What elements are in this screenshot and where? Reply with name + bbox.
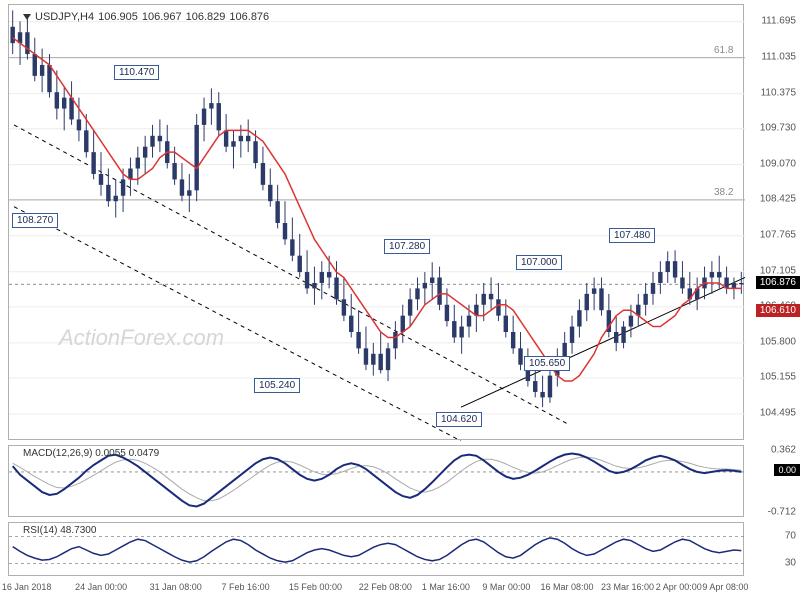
fib-label: 61.8 <box>714 45 733 56</box>
ohlc-l: 106.829 <box>186 11 226 23</box>
macd-yaxis: 0.3620.00-0.712 <box>744 445 800 517</box>
rsi-title: RSI(14) 48.7300 <box>23 525 96 536</box>
macd-title: MACD(12,26,9) 0.0055 0.0479 <box>23 448 159 459</box>
macd-current-tag: 0.00 <box>774 464 800 476</box>
x-tick: 7 Feb 16:00 <box>222 582 270 592</box>
fib-label: 38.2 <box>714 187 733 198</box>
dropdown-icon[interactable] <box>23 14 31 20</box>
x-tick: 31 Jan 08:00 <box>150 582 202 592</box>
x-tick: 2 Apr 00:00 <box>656 582 702 592</box>
price-label: 107.280 <box>384 239 430 254</box>
rsi-svg <box>9 523 745 577</box>
price-yaxis: 111.695111.035110.375109.730109.070108.4… <box>744 4 800 440</box>
x-tick: 1 Mar 16:00 <box>422 582 470 592</box>
x-tick: 16 Mar 08:00 <box>540 582 593 592</box>
chart-container: USDJPY,H4 106.905 106.967 106.829 106.87… <box>0 0 800 600</box>
symbol-text: USDJPY,H4 <box>35 11 94 23</box>
x-tick: 9 Apr 08:00 <box>702 582 748 592</box>
price-label: 105.240 <box>254 378 300 393</box>
x-tick: 9 Mar 00:00 <box>482 582 530 592</box>
ohlc-c: 106.876 <box>229 11 269 23</box>
price-label: 105.650 <box>524 356 570 371</box>
ohlc-h: 106.967 <box>142 11 182 23</box>
x-tick: 16 Jan 2018 <box>2 582 52 592</box>
price-label: 107.000 <box>516 255 562 270</box>
x-tick: 24 Jan 00:00 <box>75 582 127 592</box>
macd-panel: MACD(12,26,9) 0.0055 0.0479 <box>8 445 744 517</box>
chart-title: USDJPY,H4 106.905 106.967 106.829 106.87… <box>23 11 269 23</box>
rsi-yaxis: 7030 <box>744 522 800 576</box>
time-xaxis: 16 Jan 201824 Jan 00:0031 Jan 08:007 Feb… <box>8 582 744 598</box>
x-tick: 23 Mar 16:00 <box>601 582 654 592</box>
current-price-tag: 106.876 <box>756 276 800 289</box>
price-label: 104.620 <box>436 412 482 427</box>
x-tick: 22 Feb 08:00 <box>359 582 412 592</box>
rsi-panel: RSI(14) 48.7300 <box>8 522 744 576</box>
ohlc-o: 106.905 <box>98 11 138 23</box>
price-label: 108.270 <box>12 213 58 228</box>
x-tick: 15 Feb 00:00 <box>289 582 342 592</box>
price-label: 107.480 <box>609 228 655 243</box>
price-label: 110.470 <box>114 65 159 80</box>
current-ma-tag: 106.610 <box>756 304 800 317</box>
